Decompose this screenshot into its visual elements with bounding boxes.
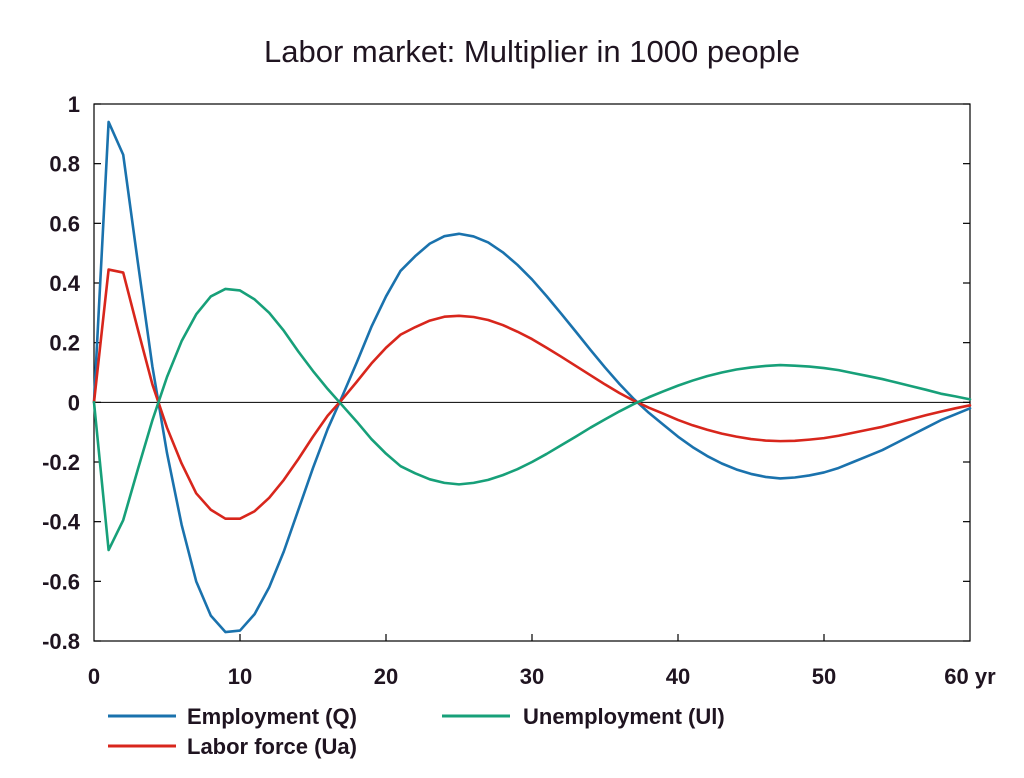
y-tick-label: -0.2	[42, 450, 80, 475]
legend: Employment (Q) Unemployment (Ul) Labor f…	[108, 704, 725, 759]
x-tick-label: 60 yr	[944, 664, 996, 689]
y-tick-label: -0.6	[42, 569, 80, 594]
legend-label-labor-force: Labor force (Ua)	[187, 734, 357, 759]
series-layer	[92, 120, 972, 634]
legend-item-employment: Employment (Q)	[108, 704, 357, 729]
y-tick-label: 0.2	[49, 331, 80, 356]
legend-item-labor-force: Labor force (Ua)	[108, 734, 357, 759]
x-tick-label: 50	[812, 664, 836, 689]
chart-title: Labor market: Multiplier in 1000 people	[264, 34, 800, 69]
y-tick-label: 0.6	[49, 211, 80, 236]
legend-label-employment: Employment (Q)	[187, 704, 357, 729]
y-tick-label: -0.4	[42, 510, 81, 535]
y-tick-label: 0	[68, 390, 80, 415]
y-tick-label: 1	[68, 92, 80, 117]
series-line-employment-q	[92, 120, 972, 634]
series-line-labor-force-ua	[92, 268, 972, 520]
legend-item-unemployment: Unemployment (Ul)	[442, 704, 725, 729]
y-tick-label: 0.4	[49, 271, 80, 296]
x-tick-label: 30	[520, 664, 544, 689]
y-tick-label: -0.8	[42, 629, 80, 654]
y-tick-label: 0.8	[49, 152, 80, 177]
series-line-unemployment-ul	[92, 287, 972, 552]
plot-frame	[93, 103, 971, 642]
x-tick-label: 0	[88, 664, 100, 689]
x-tick-label: 20	[374, 664, 398, 689]
axes: 1 0.8 0.6 0.4 0.2 0 -0.2 -0.4 -0.6 -0.8 0 10 20 30 40 5…	[42, 92, 996, 689]
x-tick-label: 40	[666, 664, 690, 689]
legend-label-unemployment: Unemployment (Ul)	[523, 704, 725, 729]
x-tick-label: 10	[228, 664, 252, 689]
